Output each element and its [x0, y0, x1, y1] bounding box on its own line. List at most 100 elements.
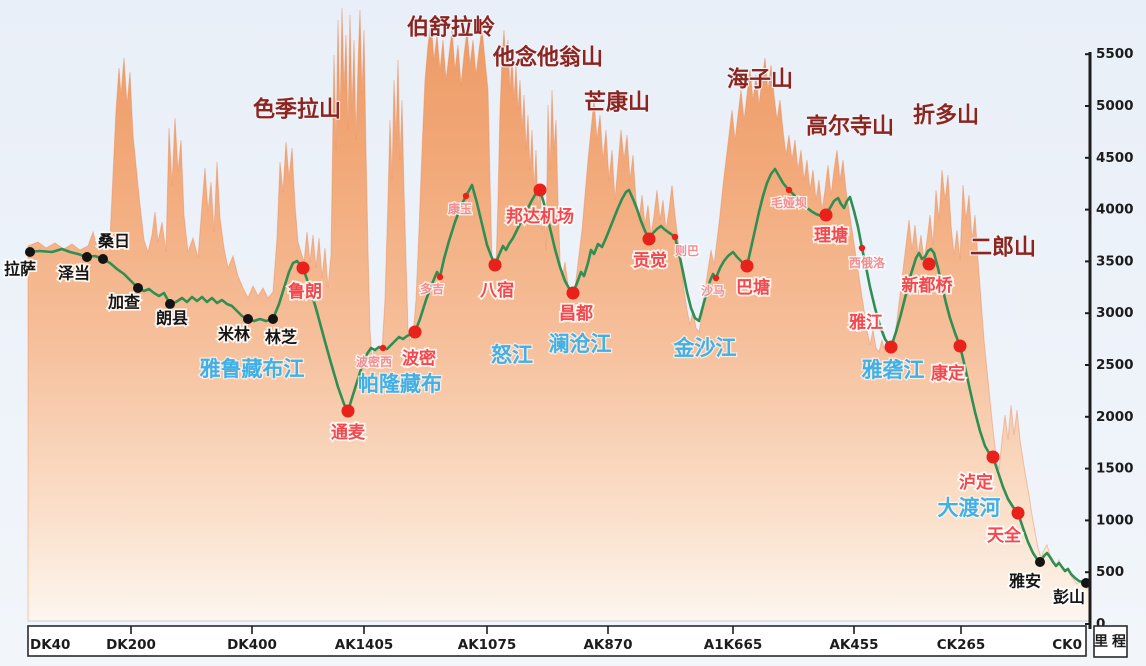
- y-axis-tick-label: 3500: [1096, 253, 1134, 269]
- x-axis-tick-label: A1K665: [704, 637, 762, 653]
- station-dot: [25, 247, 35, 257]
- y-axis-tick-label: 5000: [1096, 98, 1134, 114]
- river-label: 金沙江: [673, 336, 737, 360]
- station-label: 邦达机场: [506, 206, 574, 227]
- y-axis-tick-label: 5500: [1096, 46, 1134, 62]
- station-label: 拉萨: [4, 260, 36, 279]
- mountain-label: 高尔寺山: [806, 114, 894, 140]
- station-label: 多吉: [420, 281, 444, 296]
- x-axis-tick-label: DK40: [30, 637, 70, 653]
- station-dot: [1035, 557, 1045, 567]
- x-axis-tick-label: AK870: [583, 637, 632, 653]
- station-label: 八宿: [480, 280, 514, 301]
- river-label: 大渡河: [938, 496, 1001, 520]
- station-label: 林芝: [265, 328, 297, 347]
- station-label: 雅江: [848, 312, 883, 333]
- x-axis-tick-label: CK265: [937, 637, 986, 653]
- y-axis-tick-label: 4000: [1096, 202, 1134, 218]
- x-axis-tick-label: AK455: [829, 637, 878, 653]
- y-axis-tick-label: 1000: [1096, 512, 1134, 528]
- station-dot: [436, 273, 444, 281]
- x-axis-tick-label: DK200: [106, 637, 156, 653]
- station-label: 则巴: [675, 244, 699, 258]
- station-label: 天全: [987, 525, 1022, 546]
- station-dot: [133, 283, 143, 293]
- mountain-label: 二郎山: [970, 235, 1036, 261]
- river-label: 雅鲁藏布江: [200, 357, 305, 381]
- station-dot: [379, 344, 387, 352]
- y-axis-tick-label: 0: [1096, 616, 1105, 632]
- station-dot: [740, 259, 754, 273]
- mountain-label: 折多山: [913, 103, 979, 129]
- station-dot: [533, 183, 547, 197]
- station-dot: [488, 258, 502, 272]
- station-label: 康定: [931, 363, 965, 384]
- station-dot: [408, 325, 422, 339]
- station-label: 西俄洛: [849, 255, 886, 270]
- station-label: 桑日: [97, 232, 130, 251]
- station-dot: [671, 233, 679, 241]
- station-label: 沙马: [701, 284, 725, 298]
- station-label: 朗县: [156, 309, 188, 328]
- y-axis-tick-label: 500: [1096, 564, 1124, 580]
- station-dot: [98, 254, 108, 264]
- mileage-unit-label: 里程: [1094, 634, 1130, 650]
- station-label: 泽当: [58, 264, 90, 283]
- station-label: 昌都: [559, 303, 593, 324]
- station-dot: [785, 186, 793, 194]
- station-dot: [243, 314, 253, 324]
- x-axis-tick-label: AK1075: [458, 637, 516, 653]
- station-dot: [642, 232, 656, 246]
- x-axis-tick-label: CK0: [1052, 637, 1082, 653]
- station-dot: [858, 244, 866, 252]
- mountain-label: 海子山: [727, 67, 793, 93]
- x-axis-band: [27, 625, 1087, 657]
- station-label: 波密西: [356, 354, 392, 369]
- mountain-label: 色季拉山: [253, 97, 341, 123]
- mileage-unit-box: [1093, 625, 1128, 658]
- station-dot: [1011, 506, 1025, 520]
- station-dot: [462, 192, 470, 200]
- station-dot: [296, 261, 310, 275]
- y-axis-tick-label: 1500: [1096, 461, 1134, 477]
- station-dot: [922, 257, 936, 271]
- station-label: 泸定: [959, 472, 993, 493]
- station-dot: [986, 450, 1000, 464]
- mountain-label: 他念他翁山: [492, 45, 603, 71]
- x-axis-tick-label: AK1405: [335, 637, 393, 653]
- station-label: 通麦: [331, 422, 366, 443]
- station-dot: [82, 252, 92, 262]
- station-dot: [165, 299, 175, 309]
- y-axis-tick-label: 2500: [1096, 357, 1134, 373]
- station-label: 彭山: [1053, 588, 1085, 607]
- station-label: 新都桥: [902, 275, 954, 296]
- station-label: 理塘: [814, 225, 848, 246]
- station-dot: [268, 314, 278, 324]
- station-label: 巴塘: [736, 277, 770, 298]
- station-dot: [884, 340, 898, 354]
- river-label: 帕隆藏布: [358, 372, 442, 396]
- river-label: 澜沧江: [549, 332, 612, 356]
- river-label: 怒江: [491, 343, 533, 367]
- station-dot: [712, 274, 720, 282]
- station-label: 雅安: [1008, 572, 1041, 591]
- y-axis-tick-label: 3000: [1096, 305, 1134, 321]
- mountain-label: 伯舒拉岭: [407, 15, 495, 41]
- station-label: 毛娅坝: [771, 195, 807, 210]
- station-dot: [341, 404, 355, 418]
- station-dot: [566, 286, 580, 300]
- station-label: 波密: [402, 348, 436, 369]
- terrain-silhouette: [27, 7, 1091, 622]
- station-dot: [953, 339, 967, 353]
- station-label: 米林: [218, 325, 250, 344]
- y-axis-tick-label: 2000: [1096, 409, 1134, 425]
- station-label: 康玉: [448, 201, 472, 216]
- y-axis-tick-label: 4500: [1096, 150, 1134, 166]
- river-label: 雅砻江: [862, 358, 925, 382]
- x-axis-tick-label: DK400: [227, 637, 277, 653]
- mountain-label: 芒康山: [584, 90, 650, 116]
- station-label: 鲁朗: [288, 281, 322, 302]
- station-label: 加查: [107, 293, 140, 312]
